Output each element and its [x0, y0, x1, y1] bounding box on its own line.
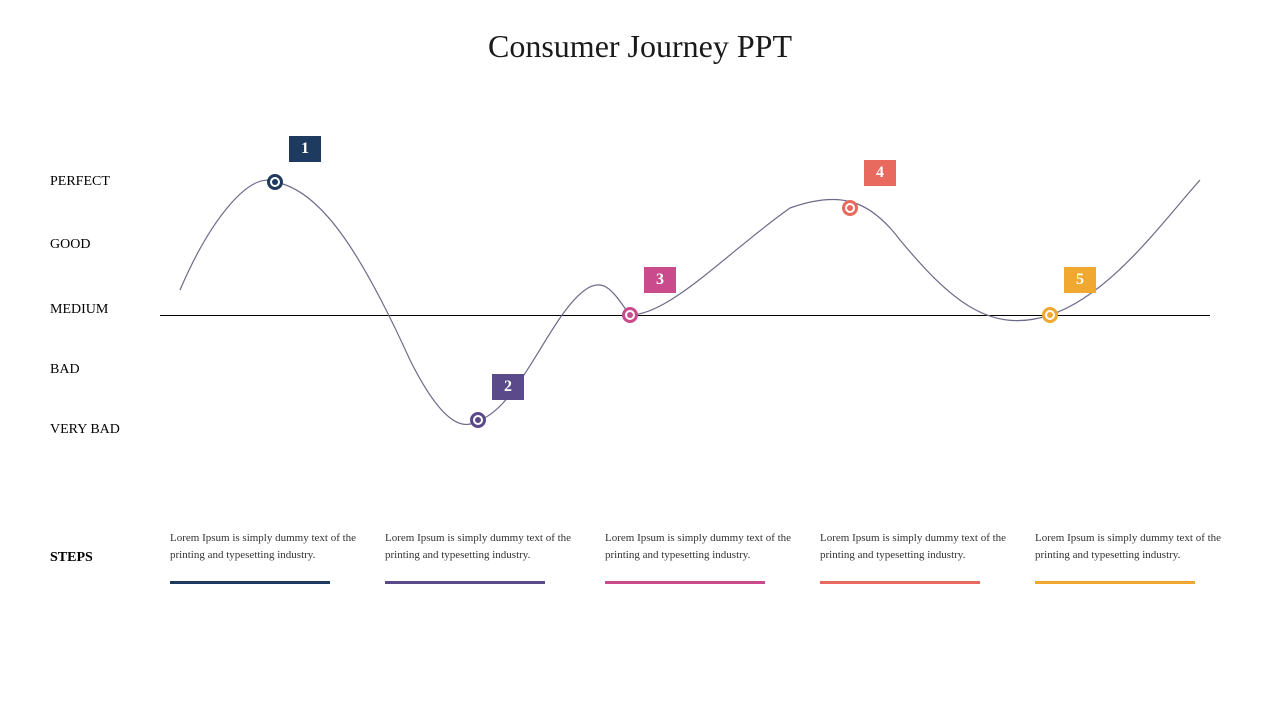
page-title: Consumer Journey PPT [0, 28, 1280, 65]
steps-label: STEPS [50, 550, 93, 566]
step-underline [1035, 581, 1195, 584]
step-underline [605, 581, 765, 584]
step-column-5: Lorem Ipsum is simply dummy text of the … [1035, 530, 1230, 584]
journey-badge-5: 5 [1064, 267, 1096, 293]
step-column-4: Lorem Ipsum is simply dummy text of the … [820, 530, 1015, 584]
step-text: Lorem Ipsum is simply dummy text of the … [820, 530, 1015, 563]
step-underline [170, 581, 330, 584]
journey-badge-1: 1 [289, 136, 321, 162]
step-column-3: Lorem Ipsum is simply dummy text of the … [605, 530, 800, 584]
journey-badge-4: 4 [864, 160, 896, 186]
journey-point-2 [470, 412, 486, 428]
step-text: Lorem Ipsum is simply dummy text of the … [1035, 530, 1230, 563]
step-column-2: Lorem Ipsum is simply dummy text of the … [385, 530, 580, 584]
journey-curve [50, 130, 1230, 460]
step-text: Lorem Ipsum is simply dummy text of the … [385, 530, 580, 563]
journey-point-4 [842, 200, 858, 216]
journey-badge-3: 3 [644, 267, 676, 293]
step-underline [820, 581, 980, 584]
journey-chart: PERFECT GOOD MEDIUM BAD VERY BAD 12345 [50, 130, 1230, 460]
step-text: Lorem Ipsum is simply dummy text of the … [170, 530, 365, 563]
journey-point-1 [267, 174, 283, 190]
journey-point-3 [622, 307, 638, 323]
step-underline [385, 581, 545, 584]
journey-point-5 [1042, 307, 1058, 323]
step-text: Lorem Ipsum is simply dummy text of the … [605, 530, 800, 563]
step-column-1: Lorem Ipsum is simply dummy text of the … [170, 530, 365, 584]
journey-badge-2: 2 [492, 374, 524, 400]
